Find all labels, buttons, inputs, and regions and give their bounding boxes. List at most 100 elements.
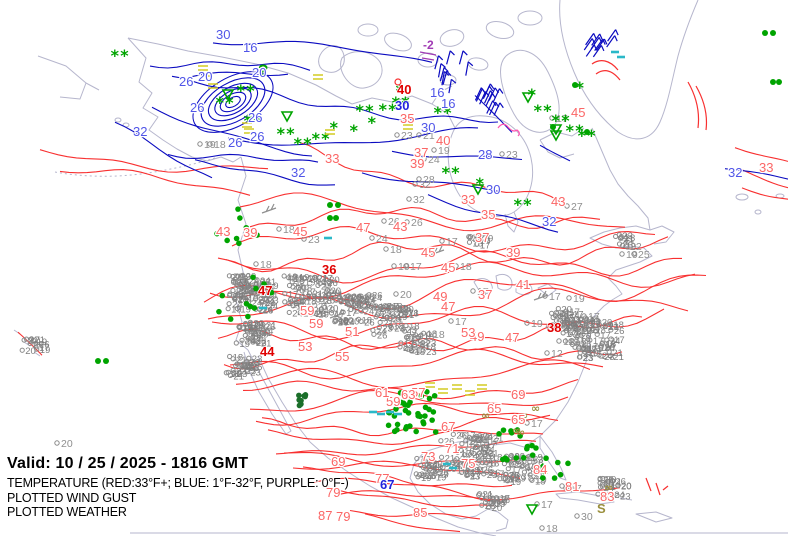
rain-dot-icon: [214, 230, 220, 237]
station-value: 23: [426, 339, 437, 350]
station-value: 21: [419, 331, 430, 342]
station-circle: [608, 336, 614, 342]
station-value: 21: [569, 327, 580, 338]
snow-icon: **: [391, 93, 410, 112]
station-circle: [299, 278, 305, 284]
station-circle: [34, 346, 40, 352]
station-value: 17: [477, 286, 489, 298]
snow-icon: **: [433, 103, 452, 122]
rain-dot-icon: [508, 428, 514, 434]
weather-symbol-layer: ********** **** ********************* *****…: [95, 30, 782, 516]
station-circle: [289, 279, 295, 285]
station-value: 19: [438, 145, 450, 157]
station-circle: [27, 340, 33, 347]
station-circle: [398, 311, 404, 317]
station-value: 17: [499, 494, 510, 505]
station-circle: [576, 345, 582, 351]
station-value: 18: [237, 295, 248, 306]
coastline: [351, 85, 456, 129]
station-value: 19: [626, 241, 637, 252]
station-value: 26: [516, 456, 527, 467]
station-value: 26: [350, 298, 361, 309]
station-circle: [310, 310, 316, 316]
station-value: 23: [406, 325, 417, 336]
island-outline: [357, 23, 379, 37]
station-circle: [467, 235, 473, 241]
station-circle: [430, 473, 436, 480]
station-value: 20: [621, 481, 632, 492]
station-value: 17: [588, 311, 600, 323]
wind-barb-blue: [585, 44, 598, 57]
station-circle: [595, 491, 601, 497]
station-circle: [427, 466, 433, 472]
red-isotherm-label: 71: [445, 441, 459, 456]
station-circle: [225, 369, 231, 375]
station-circle: [244, 328, 250, 334]
station-circle: [376, 324, 382, 330]
rain-dot-icon: [250, 274, 256, 281]
wind-barb-blue: [591, 33, 603, 46]
station-circle: [242, 295, 248, 301]
snow-icon: **: [311, 129, 330, 148]
station-value: 26: [248, 332, 259, 343]
station-value: 19: [531, 318, 543, 330]
station-value: 19: [40, 345, 51, 356]
station-value: 26: [324, 296, 335, 307]
isotherm-red: [349, 509, 481, 520]
station-value: 23: [479, 432, 490, 443]
station-circle: [301, 236, 307, 242]
station-value: 23: [567, 320, 578, 331]
snow-icon: *: [349, 121, 359, 140]
station-circle: [464, 459, 471, 465]
station-value: 18: [595, 326, 606, 337]
rain-dot-icon: [405, 410, 412, 416]
shower-triangle-icon: [280, 111, 294, 123]
station-value: 24: [359, 295, 370, 306]
rain-dot-icon: [557, 471, 564, 478]
station-value: 21: [525, 453, 536, 464]
red-isotherm-label: 59: [386, 394, 400, 409]
rain-dot-icon: [770, 30, 776, 36]
station-value: 17: [614, 335, 625, 346]
station-circle: [490, 497, 496, 503]
red-isotherm-label: 40: [436, 133, 450, 148]
coastline: [409, 451, 509, 532]
station-value: 23: [236, 272, 247, 283]
snow-icon: **: [441, 163, 460, 182]
station-circle: [295, 293, 301, 299]
wind-barb-blue: [483, 83, 495, 97]
station-value: 23: [233, 290, 244, 301]
rain-dot-icon: [413, 428, 419, 435]
station-circle: [315, 282, 321, 289]
station-circle: [393, 291, 399, 297]
highlighted-temp-value: 38: [547, 320, 561, 335]
station-value: 18: [499, 495, 510, 506]
station-value: 17: [569, 307, 580, 318]
station-value: 17: [250, 286, 261, 297]
station-value: 18: [214, 139, 226, 151]
station-circle: [519, 464, 525, 470]
station-value: 17: [551, 322, 562, 333]
blue-isotherm-label: 16: [441, 96, 455, 111]
station-value: 17: [587, 344, 598, 355]
shower-triangle-icon: [525, 504, 539, 516]
station-value: 23: [571, 315, 582, 326]
wind-barb-gray: [429, 245, 445, 256]
red-isotherm-label: 81: [565, 479, 579, 494]
red-isotherm-label: 67: [441, 419, 455, 434]
station-circle: [539, 525, 545, 531]
station-value: 24: [268, 302, 279, 313]
rain-dot-icon: [243, 224, 250, 231]
coastline-aleutians: [54, 157, 216, 177]
station-value: 23: [256, 336, 267, 347]
station-value: 18: [321, 296, 332, 307]
station-value: 18: [240, 360, 251, 371]
station-value: 18: [575, 336, 587, 348]
rain-dot-icon: [243, 300, 250, 307]
station-value: 17: [470, 468, 481, 479]
isotherm-blue: [212, 40, 433, 63]
red-isotherm-layer: [17, 142, 788, 533]
station-circle: [240, 272, 246, 278]
station-value: 19: [268, 281, 279, 292]
station-circle: [261, 292, 267, 298]
